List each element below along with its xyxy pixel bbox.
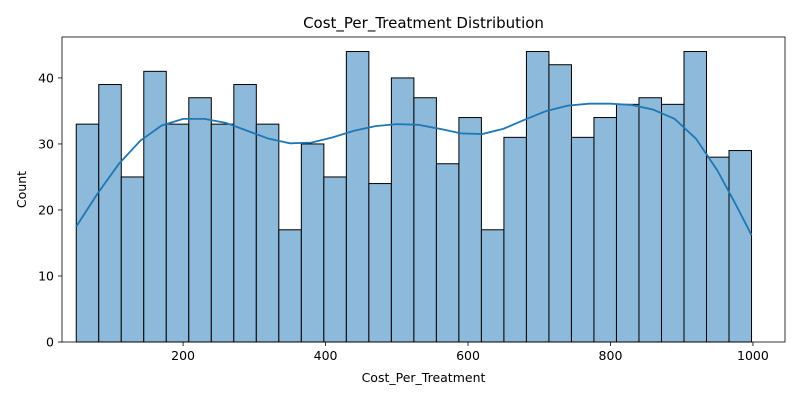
histogram-bar bbox=[390, 77, 415, 343]
y-tick-label: 30 bbox=[38, 136, 54, 151]
y-tick-label: 0 bbox=[46, 335, 54, 350]
histogram-bar bbox=[458, 117, 482, 343]
x-axis-ticks: 200 400 600 800 1000 bbox=[171, 342, 769, 363]
histogram-bar bbox=[570, 136, 595, 343]
x-tick-label: 1000 bbox=[737, 348, 769, 363]
y-axis-ticks: 0 10 20 30 40 bbox=[38, 70, 62, 350]
y-tick-label: 20 bbox=[38, 202, 54, 217]
histogram-bar bbox=[683, 51, 708, 343]
bar-group bbox=[75, 51, 753, 343]
kde-curve bbox=[75, 102, 753, 236]
y-axis-label: Count bbox=[14, 171, 29, 208]
x-tick-label: 400 bbox=[314, 348, 338, 363]
histogram-bar bbox=[255, 123, 280, 343]
histogram-bar bbox=[413, 97, 437, 343]
histogram-bar bbox=[435, 163, 460, 343]
histogram-bar bbox=[120, 176, 145, 343]
plot-frame bbox=[61, 36, 786, 343]
histogram-bar bbox=[593, 117, 617, 343]
histogram-bar bbox=[525, 51, 550, 343]
histogram-bar bbox=[98, 84, 122, 343]
x-axis-label: Cost_Per_Treatment bbox=[362, 370, 486, 385]
histogram-bar bbox=[638, 97, 662, 343]
histogram-bar bbox=[210, 123, 235, 343]
histogram-bar bbox=[300, 143, 325, 343]
x-tick-label: 600 bbox=[456, 348, 480, 363]
histogram-bar bbox=[728, 150, 753, 343]
histogram-bar bbox=[188, 97, 212, 343]
x-tick-label: 200 bbox=[171, 348, 195, 363]
histogram-bar bbox=[75, 123, 100, 343]
histogram-bar bbox=[323, 176, 347, 343]
histogram-bar bbox=[143, 70, 167, 343]
y-tick-label: 40 bbox=[38, 70, 54, 85]
histogram-bar bbox=[368, 183, 392, 343]
histogram-bar bbox=[278, 229, 302, 343]
histogram-bar bbox=[503, 136, 527, 343]
histogram-bar bbox=[615, 103, 640, 343]
histogram-bar bbox=[165, 123, 190, 343]
histogram-bar bbox=[660, 103, 685, 343]
histogram-bar bbox=[233, 84, 257, 343]
y-tick-label: 10 bbox=[38, 268, 54, 283]
histogram-bar bbox=[345, 51, 370, 343]
chart-title: Cost_Per_Treatment Distribution bbox=[303, 14, 544, 33]
histogram-bar bbox=[480, 229, 505, 343]
x-tick-label: 800 bbox=[599, 348, 623, 363]
